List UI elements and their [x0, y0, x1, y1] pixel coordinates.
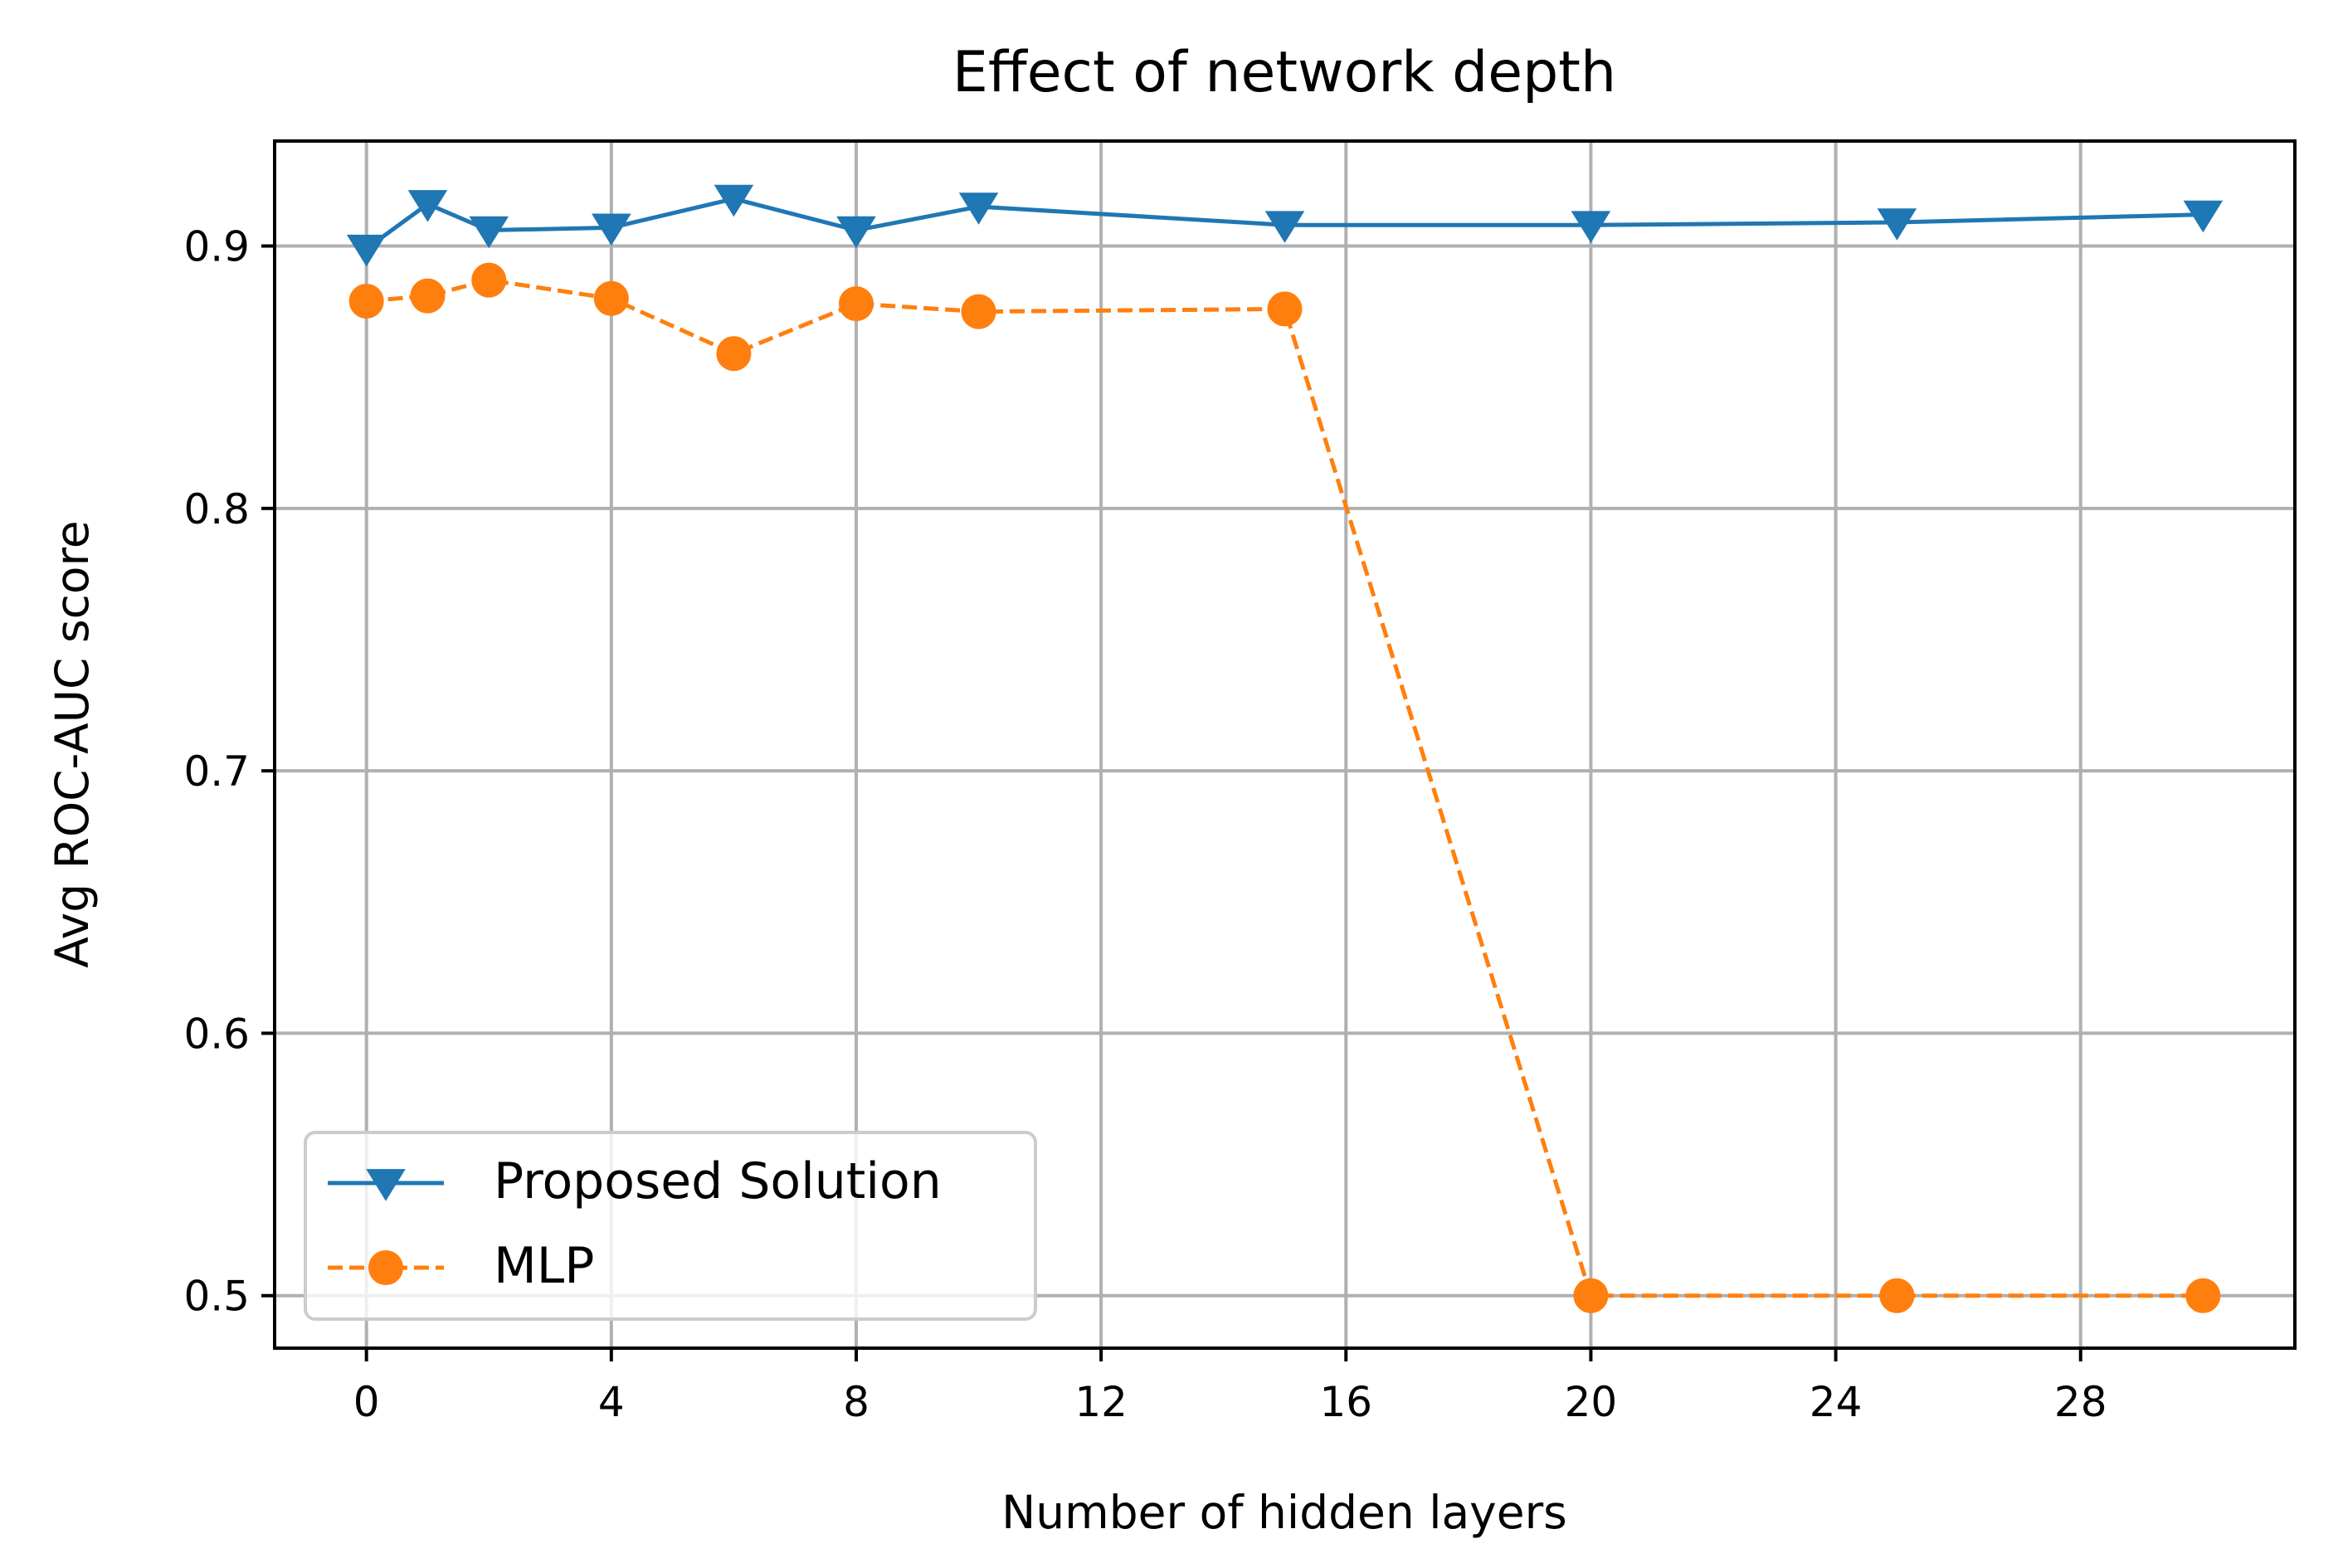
- data-point-proposed-solution: [469, 216, 509, 249]
- x-tick-label: 4: [598, 1378, 625, 1426]
- data-point-proposed-solution: [1571, 211, 1611, 243]
- x-tick-label: 24: [1810, 1378, 1863, 1426]
- y-axis-label: Avg ROC-AUC score: [46, 520, 99, 967]
- data-point-proposed-solution: [714, 184, 754, 217]
- x-axis-label: Number of hidden layers: [1001, 1486, 1567, 1539]
- series-layer: [346, 184, 2224, 1313]
- data-point-mlp: [961, 294, 996, 329]
- legend-sample-proposed-solution: [328, 1169, 444, 1201]
- data-point-mlp: [716, 336, 752, 372]
- x-tick-label: 20: [1565, 1378, 1618, 1426]
- chart-title: Effect of network depth: [952, 40, 1616, 105]
- legend-label-proposed-solution: Proposed Solution: [494, 1152, 942, 1210]
- series-proposed-solution: [346, 184, 2224, 267]
- y-tick-label: 0.5: [183, 1273, 250, 1321]
- x-tick-label: 12: [1074, 1378, 1128, 1426]
- legend-marker-mlp: [368, 1250, 403, 1285]
- data-point-mlp: [1573, 1278, 1609, 1313]
- data-point-proposed-solution: [1264, 211, 1305, 243]
- data-point-mlp: [471, 262, 507, 298]
- legend: Proposed Solution MLP: [304, 1131, 1037, 1321]
- data-point-mlp: [593, 280, 629, 316]
- data-point-mlp: [838, 286, 874, 322]
- line-mlp: [366, 278, 2204, 1298]
- y-tick-label: 0.9: [183, 223, 250, 271]
- plot-frame: [273, 139, 2297, 1350]
- data-point-mlp: [348, 283, 384, 319]
- data-point-mlp: [410, 278, 446, 314]
- data-point-proposed-solution: [592, 213, 631, 246]
- legend-label-mlp: MLP: [494, 1237, 594, 1295]
- data-point-proposed-solution: [2183, 200, 2224, 233]
- x-tick-label: 16: [1319, 1378, 1372, 1426]
- y-tick-label: 0.7: [183, 747, 250, 796]
- data-point-mlp: [1267, 291, 1303, 327]
- data-point-proposed-solution: [958, 192, 999, 225]
- data-point-mlp: [1879, 1278, 1915, 1313]
- data-point-mlp: [2185, 1278, 2221, 1313]
- x-tick-label: 0: [353, 1378, 380, 1426]
- y-tick-label: 0.8: [183, 485, 250, 533]
- x-tick-label: 8: [843, 1378, 869, 1426]
- data-point-proposed-solution: [407, 190, 448, 222]
- series-mlp: [348, 262, 2221, 1313]
- axis-ticks: 0 4 8 12 16 20 24 28 0.5 0.6 0.7 0.8 0.9: [183, 223, 2107, 1426]
- x-tick-label: 28: [2054, 1378, 2107, 1426]
- data-point-proposed-solution: [836, 216, 876, 249]
- data-point-proposed-solution: [346, 234, 387, 267]
- data-point-proposed-solution: [1877, 208, 1917, 241]
- legend-marker-proposed-solution: [366, 1169, 406, 1201]
- legend-sample-mlp: [328, 1250, 444, 1285]
- y-tick-label: 0.6: [183, 1010, 250, 1058]
- legend-box: [304, 1131, 1037, 1321]
